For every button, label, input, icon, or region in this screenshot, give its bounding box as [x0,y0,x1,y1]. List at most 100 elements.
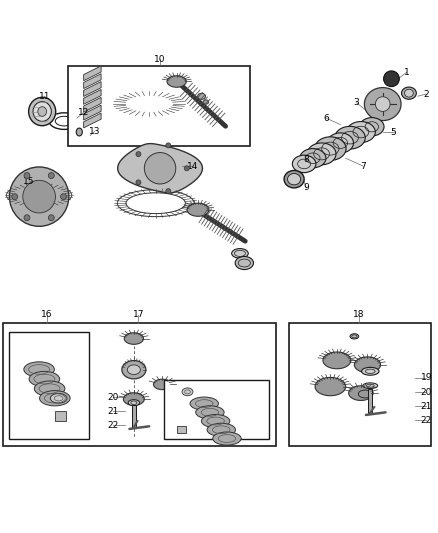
Ellipse shape [363,383,378,389]
Polygon shape [84,82,101,96]
Ellipse shape [335,126,365,149]
Polygon shape [84,90,101,104]
Ellipse shape [39,391,70,406]
Circle shape [136,180,141,185]
Ellipse shape [203,100,209,104]
Ellipse shape [196,406,224,419]
Text: 10: 10 [154,54,166,63]
Ellipse shape [288,174,300,185]
Polygon shape [84,105,101,120]
Polygon shape [349,386,373,400]
Ellipse shape [201,415,230,427]
Polygon shape [315,377,346,395]
Ellipse shape [361,367,379,375]
Ellipse shape [182,388,193,395]
Text: 19: 19 [420,373,432,382]
Ellipse shape [405,89,413,97]
Ellipse shape [34,381,65,396]
Text: 14: 14 [187,161,198,171]
Circle shape [23,180,56,213]
Bar [132,405,136,427]
Ellipse shape [24,362,54,377]
Polygon shape [84,74,101,88]
Circle shape [145,152,176,184]
Ellipse shape [327,133,353,153]
Text: 20: 20 [421,387,432,397]
Text: 5: 5 [391,127,396,136]
Text: 11: 11 [39,92,50,101]
Circle shape [136,151,141,157]
Text: 22: 22 [108,421,119,430]
Text: 7: 7 [360,161,366,171]
Polygon shape [187,203,209,216]
Circle shape [166,189,171,193]
Circle shape [384,71,399,87]
Bar [368,389,372,413]
Bar [3,323,276,446]
Ellipse shape [235,256,254,270]
Circle shape [10,167,69,227]
Circle shape [60,193,67,200]
Ellipse shape [127,365,141,375]
Text: 20: 20 [108,393,119,402]
Bar [55,411,66,421]
Polygon shape [364,87,401,120]
Circle shape [24,215,30,221]
Circle shape [375,97,390,111]
Ellipse shape [360,118,384,136]
Circle shape [12,193,18,200]
Circle shape [184,166,189,171]
Text: 8: 8 [304,155,309,164]
Ellipse shape [122,360,146,379]
Text: 17: 17 [132,310,144,319]
Bar [177,426,186,433]
Ellipse shape [198,93,205,100]
Ellipse shape [50,393,67,403]
Text: 6: 6 [323,114,329,123]
Ellipse shape [300,149,326,168]
Circle shape [24,173,30,179]
Polygon shape [118,143,202,193]
Ellipse shape [346,122,375,142]
Ellipse shape [28,98,56,126]
Text: 12: 12 [78,108,89,117]
Polygon shape [84,98,101,112]
Ellipse shape [350,334,359,339]
Ellipse shape [284,171,304,188]
Text: 21: 21 [108,407,119,416]
Text: 22: 22 [421,416,432,425]
Ellipse shape [402,87,417,99]
Text: 9: 9 [304,183,309,192]
Polygon shape [323,352,351,369]
Text: 1: 1 [404,68,410,77]
Ellipse shape [128,400,140,406]
Polygon shape [124,393,145,405]
Polygon shape [354,357,381,373]
Ellipse shape [232,248,248,258]
Text: 3: 3 [353,98,360,107]
Ellipse shape [207,423,236,437]
Circle shape [48,173,54,179]
Polygon shape [167,76,186,87]
Bar [68,66,250,147]
Polygon shape [124,333,144,344]
Ellipse shape [29,372,60,386]
Text: 16: 16 [41,310,52,319]
Ellipse shape [33,102,51,122]
Bar [289,323,431,446]
Bar [164,380,269,439]
Ellipse shape [292,155,316,173]
Ellipse shape [76,128,82,136]
Text: 13: 13 [89,127,100,136]
Circle shape [166,143,171,148]
Polygon shape [84,66,101,80]
Circle shape [48,215,54,221]
Text: 18: 18 [353,310,364,319]
Bar [9,332,89,439]
Polygon shape [154,379,171,390]
Ellipse shape [190,397,219,410]
Text: 21: 21 [421,402,432,411]
Ellipse shape [314,137,346,160]
Polygon shape [84,113,101,128]
Ellipse shape [38,107,46,116]
